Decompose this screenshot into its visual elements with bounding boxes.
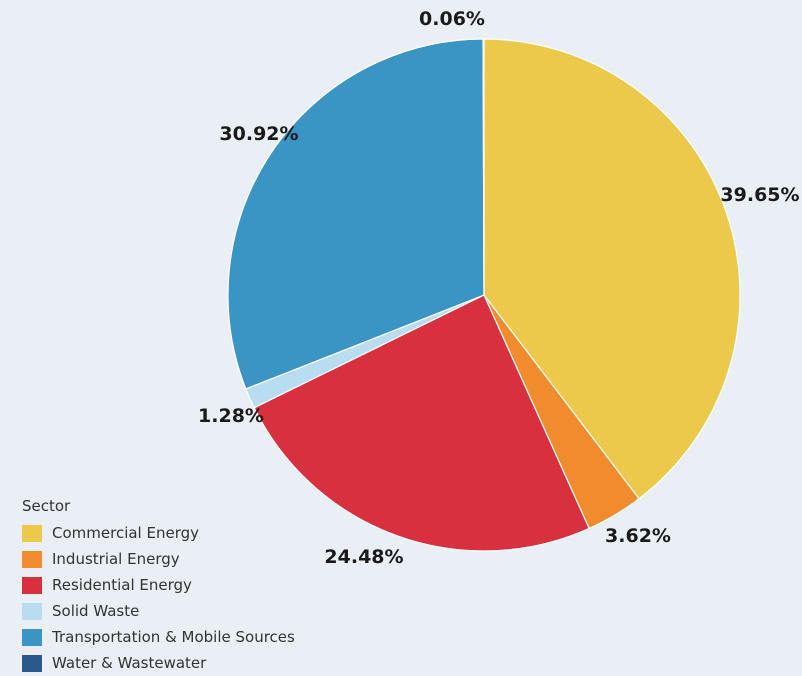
pie-slice-residential-energy	[253, 294, 590, 552]
legend-item: Water & Wastewater	[22, 650, 295, 676]
legend-item: Residential Energy	[22, 572, 295, 598]
slice-label: 0.06%	[419, 8, 485, 30]
pie-labels: 39.65% 3.62% 24.48% 1.28% 30.92% 0.06%	[198, 8, 800, 568]
legend-swatch	[22, 524, 42, 542]
legend: Sector Commercial Energy Industrial Energ…	[22, 497, 295, 676]
legend-title: Sector	[22, 497, 71, 515]
legend-swatch	[22, 550, 42, 568]
legend-label: Residential Energy	[52, 576, 192, 594]
legend-item: Transportation & Mobile Sources	[22, 624, 295, 650]
legend-swatch	[22, 628, 42, 646]
legend-swatch	[22, 654, 42, 672]
pie-slice-commercial-energy	[483, 38, 741, 500]
legend-item: Solid Waste	[22, 598, 295, 624]
legend-swatch	[22, 602, 42, 620]
pie-slices	[227, 38, 741, 552]
legend-label: Solid Waste	[52, 602, 140, 620]
legend-item: Industrial Energy	[22, 546, 295, 572]
pie-slice-transportation-mobile-sources	[227, 38, 485, 390]
legend-label: Commercial Energy	[52, 524, 199, 542]
slice-label: 30.92%	[219, 123, 298, 145]
pie-slice-water-wastewater	[482, 38, 485, 296]
legend-label: Industrial Energy	[52, 550, 180, 568]
legend-item: Commercial Energy	[22, 520, 295, 546]
slice-label: 3.62%	[605, 525, 671, 547]
legend-items: Commercial Energy Industrial Energy Reside…	[22, 520, 295, 676]
slice-label: 39.65%	[720, 184, 799, 206]
slice-label: 1.28%	[198, 405, 264, 427]
legend-label: Transportation & Mobile Sources	[52, 628, 295, 646]
legend-label: Water & Wastewater	[52, 654, 207, 672]
legend-swatch	[22, 576, 42, 594]
slice-label: 24.48%	[324, 546, 403, 568]
